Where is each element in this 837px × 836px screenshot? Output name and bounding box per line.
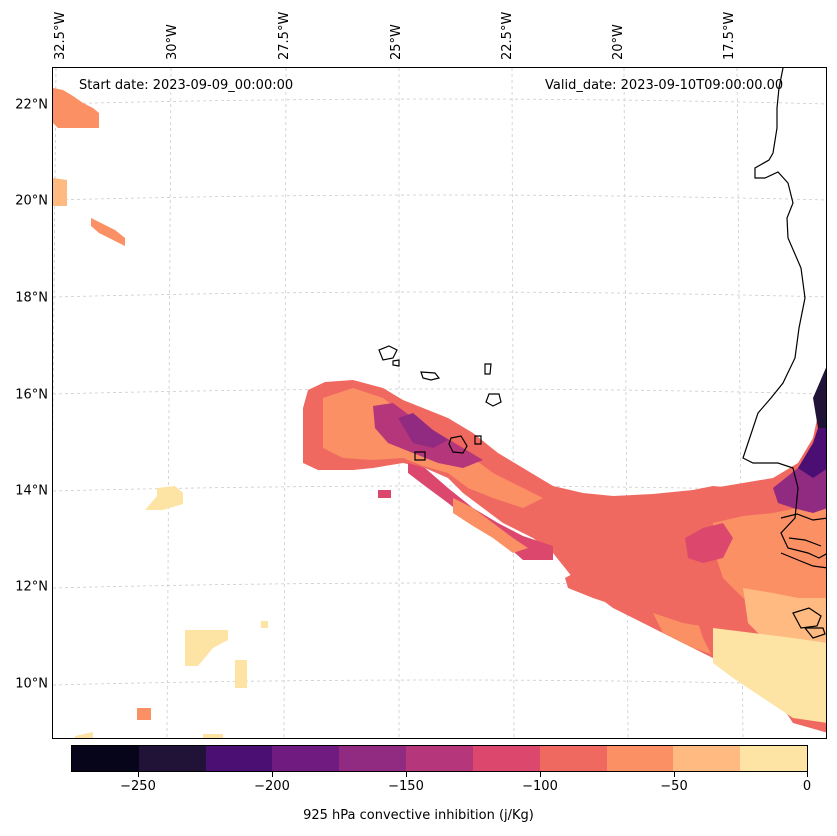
colorbar-tick [406, 772, 407, 777]
cin-patch [378, 490, 391, 498]
colorbar-segment [138, 746, 206, 771]
cin-patch [137, 708, 151, 720]
cin-patch [185, 630, 228, 666]
cin-contours [53, 88, 826, 738]
colorbar-tick-label: −100 [522, 779, 558, 794]
cin-band-lower-arm-light [453, 498, 528, 553]
cin-east-purple [773, 404, 826, 513]
island [803, 627, 826, 639]
lon-label: 30°W [165, 24, 180, 60]
cin-east-darkest [813, 367, 826, 428]
colorbar-segment [205, 746, 273, 771]
lat-label: 12°N [15, 579, 48, 595]
cin-patch [145, 486, 183, 510]
island [484, 363, 492, 375]
island [378, 345, 398, 361]
cin-patch [235, 660, 247, 688]
cin-east-pink [685, 523, 733, 563]
lat-label: 22°N [15, 97, 48, 113]
lon-label: 20°W [611, 24, 626, 60]
colorbar-tick [807, 772, 808, 777]
colorbar-tick-label: −200 [254, 779, 290, 794]
map-panel[interactable] [52, 67, 827, 739]
coastlines [378, 68, 826, 639]
colorbar-tick-label: −150 [388, 779, 424, 794]
cin-east-light [713, 490, 826, 628]
cin-band-lower-arm [408, 463, 553, 560]
colorbar-segment [72, 746, 139, 771]
colorbar-tick-label: 0 [802, 779, 812, 794]
coast-detail [780, 552, 826, 569]
cin-band-west-dark [398, 413, 448, 448]
colorbar-segment [606, 746, 674, 771]
island [485, 393, 502, 407]
colorbar-title: 925 hPa convective inhibition (j/Kg) [303, 808, 534, 823]
island [414, 451, 426, 461]
island [448, 435, 468, 454]
lat-label: 18°N [15, 290, 48, 306]
cin-band-south [565, 568, 826, 733]
island [392, 359, 400, 367]
island [474, 435, 482, 445]
cin-patch [91, 218, 125, 246]
cin-east-yellow [713, 628, 826, 723]
cin-patch [261, 621, 268, 628]
colorbar-tick [674, 772, 675, 777]
colorbar-segment [406, 746, 473, 771]
colorbar [71, 745, 808, 772]
lat-label: 16°N [15, 387, 48, 403]
cin-patch [75, 732, 93, 738]
start-date-label: Start date: 2023-09-09_00:00:00 [79, 78, 294, 93]
lat-label: 14°N [15, 483, 48, 499]
colorbar-segment [472, 746, 540, 771]
colorbar-tick [272, 772, 273, 777]
colorbar-segment [740, 746, 807, 771]
colorbar-segment [673, 746, 741, 771]
lon-label: 22.5°W [500, 11, 515, 60]
colorbar-segment [272, 746, 340, 771]
colorbar-segment [339, 746, 407, 771]
lon-label: 17.5°W [722, 11, 737, 60]
cin-patch [53, 88, 99, 128]
cin-patch [53, 178, 67, 206]
lat-label: 20°N [15, 193, 48, 209]
colorbar-tick [138, 772, 139, 777]
colorbar-tick-label: −50 [660, 779, 688, 794]
lon-label: 27.5°W [277, 11, 292, 60]
africa-coastline [742, 68, 826, 559]
valid-date-label: Valid_date: 2023-09-10T09:00:00.00 [545, 78, 784, 93]
colorbar-tick-label: −250 [120, 779, 156, 794]
island [792, 607, 822, 629]
lon-label: 32.5°W [53, 11, 68, 60]
colorbar-segment [539, 746, 607, 771]
colorbar-tick [540, 772, 541, 777]
coast-detail [788, 537, 822, 547]
coast-detail [780, 513, 826, 521]
lon-label: 25°W [389, 24, 404, 60]
cin-patch [203, 734, 223, 738]
map-canvas [53, 68, 826, 738]
lat-label: 10°N [15, 676, 48, 692]
cin-east-dark-purple [798, 389, 826, 478]
island [420, 371, 441, 381]
